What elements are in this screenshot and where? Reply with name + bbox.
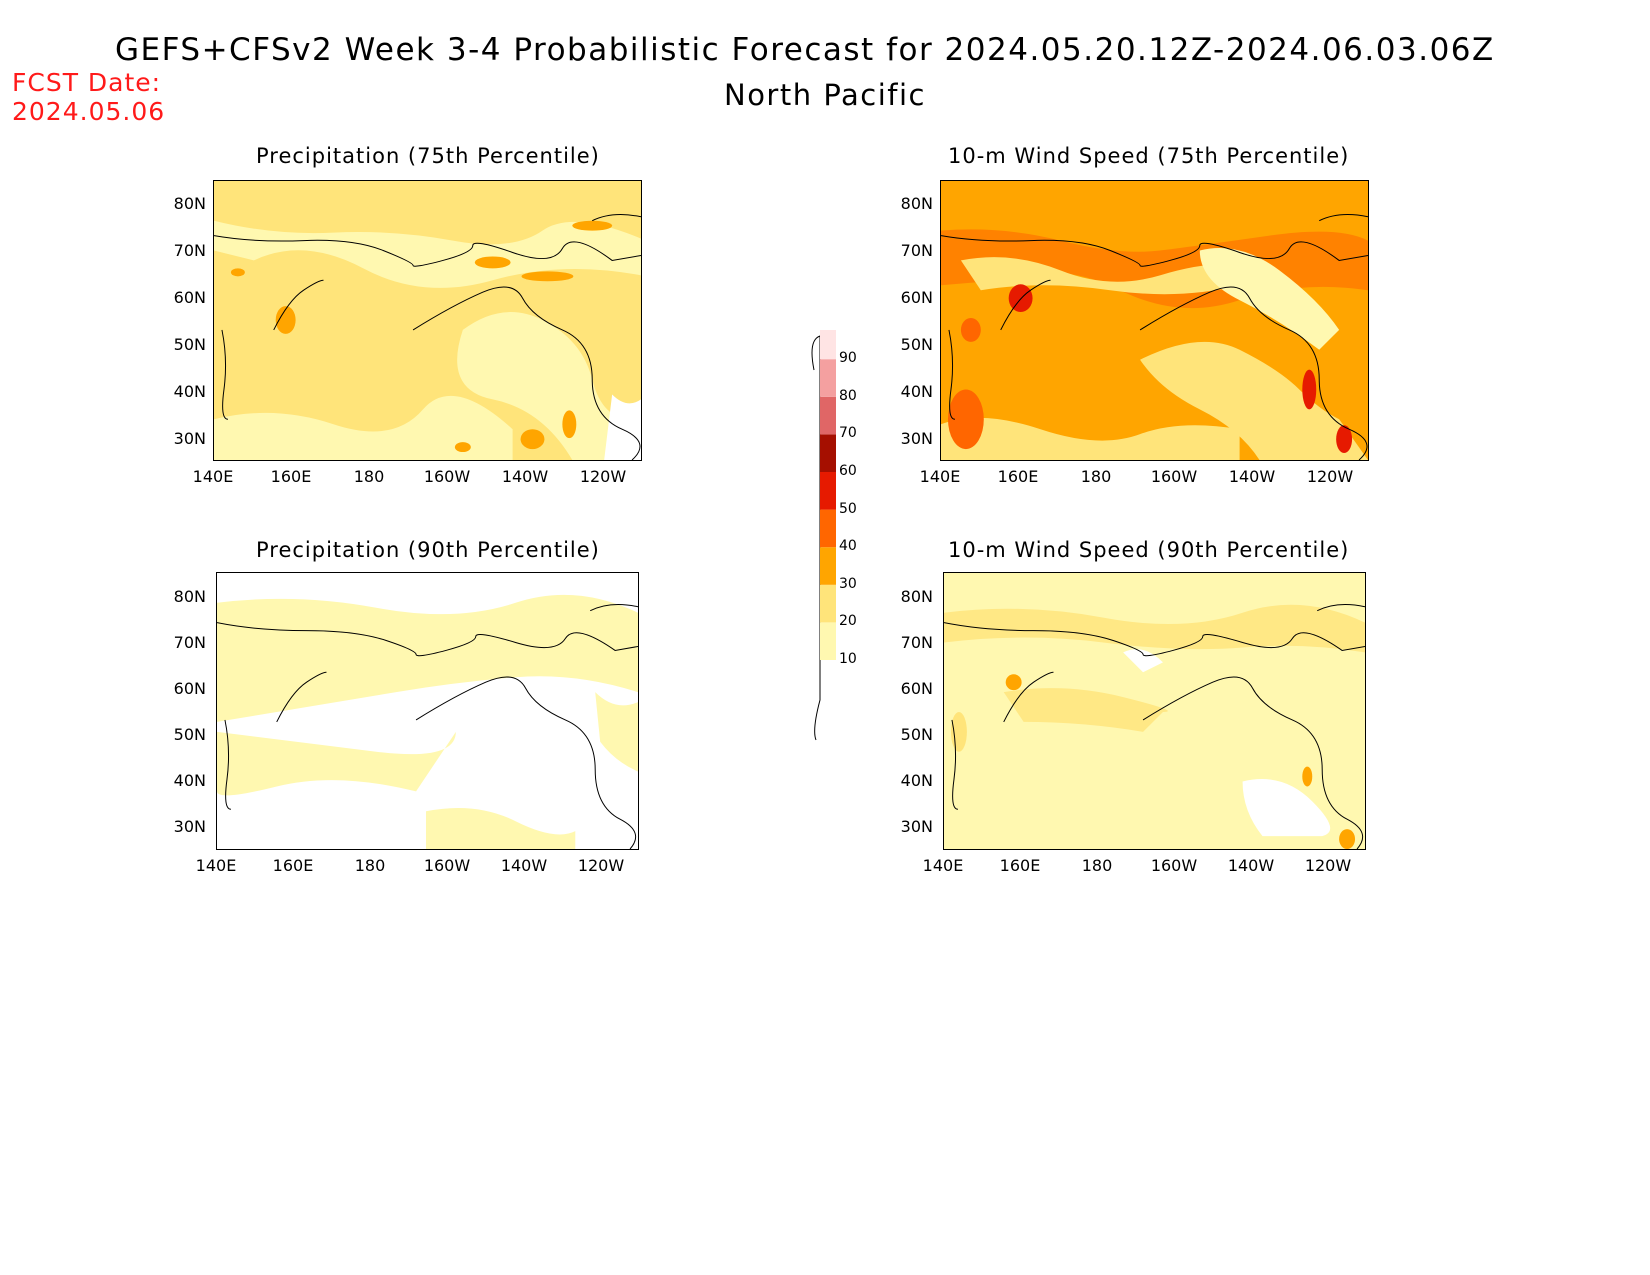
fcst-date-label: FCST Date:	[12, 68, 162, 97]
lon-label: 120W	[1304, 856, 1352, 875]
lon-label: 160E	[270, 467, 312, 486]
lon-label: 160W	[1150, 467, 1198, 486]
lat-label: 70N	[173, 633, 206, 652]
colorbar-tick-label: 80	[839, 387, 857, 404]
map-precip90	[216, 572, 639, 850]
colorbar-box	[820, 434, 836, 472]
colorbar-tick-label: 50	[839, 500, 857, 517]
lat-label: 80N	[900, 194, 933, 213]
colorbar-tick-label: 10	[839, 651, 857, 667]
lon-label: 180	[1081, 856, 1113, 875]
panel-title-precip90: Precipitation (90th Percentile)	[256, 538, 600, 562]
lat-label: 30N	[900, 429, 933, 448]
colorbar-box	[820, 321, 836, 360]
colorbar-tick-label: 30	[839, 575, 857, 592]
colorbar-box	[820, 359, 836, 397]
fcst-date-value: 2024.05.06	[12, 97, 166, 126]
lon-label: 160E	[997, 467, 1039, 486]
fcst-date-block: FCST Date: 2024.05.06	[12, 68, 165, 126]
map-wind90	[943, 572, 1366, 850]
lat-label: 70N	[900, 241, 933, 260]
colorbar-tick-label: 60	[839, 463, 857, 479]
lat-label: 60N	[173, 288, 206, 307]
lon-label: 140W	[1227, 856, 1275, 875]
lon-label: 180	[354, 856, 386, 875]
lat-label: 40N	[173, 382, 206, 401]
lat-label: 40N	[900, 382, 933, 401]
colorbar	[800, 321, 880, 750]
map-wind75	[940, 180, 1369, 461]
lat-label: 40N	[173, 771, 206, 790]
lon-label: 160E	[999, 856, 1041, 875]
lat-label: 60N	[900, 679, 933, 698]
lon-label: 120W	[579, 467, 627, 486]
lat-label: 60N	[900, 288, 933, 307]
lon-label: 160W	[423, 467, 471, 486]
colorbar-box	[820, 472, 836, 510]
lat-label: 50N	[173, 335, 206, 354]
panel-title-precip75: Precipitation (75th Percentile)	[256, 144, 600, 168]
lon-label: 160W	[423, 856, 471, 875]
lat-label: 30N	[173, 429, 206, 448]
lon-label: 140W	[501, 467, 549, 486]
region-subtitle: North Pacific	[724, 78, 926, 112]
lat-label: 30N	[900, 817, 933, 836]
colorbar-box	[820, 547, 836, 585]
lat-label: 30N	[173, 817, 206, 836]
colorbar-tick-label: 90	[839, 350, 857, 367]
lon-label: 140E	[919, 467, 961, 486]
lon-label: 180	[353, 467, 385, 486]
lon-label: 140E	[195, 856, 237, 875]
map-precip75	[213, 180, 642, 461]
colorbar-tick-label: 70	[839, 425, 857, 442]
colorbar-box	[820, 509, 836, 548]
lat-label: 80N	[173, 587, 206, 606]
lon-label: 160E	[272, 856, 314, 875]
lon-label: 140W	[1228, 467, 1276, 486]
lon-label: 180	[1080, 467, 1112, 486]
lon-label: 120W	[577, 856, 625, 875]
lon-label: 120W	[1306, 467, 1354, 486]
colorbar-tick-label: 40	[839, 538, 857, 555]
lat-label: 40N	[900, 771, 933, 790]
lat-label: 70N	[900, 633, 933, 652]
colorbar-box	[820, 396, 836, 435]
lat-label: 80N	[173, 194, 206, 213]
lon-label: 140E	[192, 467, 234, 486]
colorbar-tick-label: 20	[839, 613, 857, 630]
colorbar-box	[820, 584, 836, 623]
lat-label: 70N	[173, 241, 206, 260]
panel-title-wind90: 10-m Wind Speed (90th Percentile)	[948, 538, 1350, 562]
lon-label: 140E	[922, 856, 964, 875]
main-title: GEFS+CFSv2 Week 3-4 Probabilistic Foreca…	[115, 32, 1495, 68]
lat-label: 80N	[900, 587, 933, 606]
lon-label: 140W	[500, 856, 548, 875]
colorbar-box	[820, 622, 836, 660]
lat-label: 50N	[900, 335, 933, 354]
panel-title-wind75: 10-m Wind Speed (75th Percentile)	[948, 144, 1350, 168]
lat-label: 50N	[900, 725, 933, 744]
lat-label: 60N	[173, 679, 206, 698]
lat-label: 50N	[173, 725, 206, 744]
lon-label: 160W	[1150, 856, 1198, 875]
